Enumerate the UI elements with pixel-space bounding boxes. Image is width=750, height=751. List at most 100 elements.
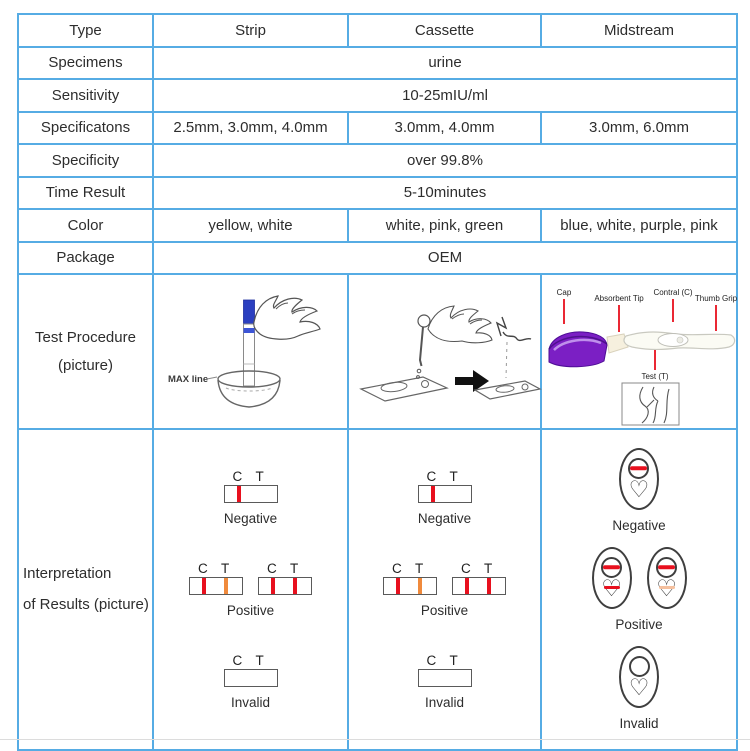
cassette-sketch [473, 380, 542, 400]
control-window [628, 655, 650, 677]
heart-outline-icon: ♡ [628, 476, 650, 503]
color-cassette: white, pink, green [347, 208, 542, 243]
urine-cup-body [217, 379, 281, 408]
col-header-cassette: Cassette [347, 13, 542, 48]
interpretation-label-line2: of Results (picture) [23, 595, 149, 613]
test-marker: T [449, 469, 458, 484]
result-caption: Negative [417, 511, 472, 526]
procedure-strip-cell: MAX line [152, 273, 349, 430]
table-row: Color yellow, white white, pink, green b… [17, 208, 738, 243]
row-specimens-value: urine [152, 45, 738, 80]
row-specimens-label: Specimens [17, 45, 154, 80]
control-line [396, 578, 400, 594]
control-marker: C [198, 561, 208, 576]
control-line [603, 565, 620, 569]
table-row: Package OEM [17, 240, 738, 275]
control-line [271, 578, 275, 594]
result-caption: Positive [226, 603, 275, 618]
table-row: Time Result 5-10minutes [17, 175, 738, 210]
test-line [418, 578, 422, 594]
cap-label: Cap [557, 288, 572, 297]
result-caption: Positive [420, 603, 469, 618]
test-marker: T [415, 561, 424, 576]
timer-scribble [495, 316, 508, 337]
test-strip [223, 669, 278, 687]
color-midstream: blue, white, purple, pink [540, 208, 738, 243]
hand-sketch [427, 305, 493, 344]
page-bottom-divider [0, 739, 750, 740]
cap-shading [548, 335, 608, 350]
cap-highlight [553, 338, 602, 351]
dropper-bulb [417, 314, 431, 328]
row-time-result-value: 5-10minutes [152, 175, 738, 210]
row-sensitivity-value: 10-25mIU/ml [152, 78, 738, 113]
row-specificity-label: Specificity [17, 143, 154, 178]
test-strip [223, 485, 278, 503]
test-strip [417, 669, 472, 687]
test-marker: T [449, 653, 458, 668]
urine-drop [416, 368, 422, 374]
control-marker: C [232, 653, 243, 668]
procedure-cassette-cell [347, 273, 542, 430]
test-marker: T [221, 561, 230, 576]
absorbent-tip-label: Absorbent Tip [594, 294, 644, 303]
usage-sketch [639, 386, 649, 424]
midstream-window-oval: ♡ [591, 547, 632, 609]
control-marker: C [426, 653, 437, 668]
strip-handle [243, 299, 255, 325]
dropper-tube [418, 326, 424, 367]
row-color-label: Color [17, 208, 154, 243]
test-marker: T [484, 561, 493, 576]
result-caption: Invalid [424, 695, 465, 710]
absorbent-tip [606, 333, 629, 354]
test-line [293, 578, 297, 594]
row-sensitivity-label: Sensitivity [17, 78, 154, 113]
strip-max-band [243, 328, 255, 333]
control-window [656, 556, 677, 578]
usage-sketch [652, 386, 659, 402]
cassette-well [380, 381, 408, 393]
midstream-result-negative: ♡ Negative [612, 448, 666, 533]
procedure-label-line1: Test Procedure [35, 328, 136, 346]
row-type-label: Type [17, 13, 154, 48]
window-detail [676, 336, 684, 344]
usage-sketch [646, 399, 655, 408]
table-row: Specimens urine [17, 45, 738, 80]
control-line [465, 578, 469, 594]
midstream-result-invalid: ♡ Invalid [619, 646, 659, 731]
midstream-window-oval: ♡ [646, 547, 687, 609]
specifications-strip: 2.5mm, 3.0mm, 4.0mm [152, 110, 349, 145]
row-package-label: Package [17, 240, 154, 275]
row-specifications-label: Specificatons [17, 110, 154, 145]
control-marker: C [232, 469, 243, 484]
specifications-midstream: 3.0mm, 6.0mm [540, 110, 738, 145]
max-line-pointer [206, 376, 218, 380]
test-line [224, 578, 228, 594]
control-line [658, 565, 675, 569]
control-window [601, 556, 622, 578]
row-package-value: OEM [152, 240, 738, 275]
result-caption: Positive [615, 617, 663, 632]
col-header-midstream: Midstream [540, 13, 738, 48]
row-interpretation-label: Interpretation of Results (picture) [17, 428, 154, 751]
urine-drop [416, 375, 420, 379]
row-time-result-label: Time Result [17, 175, 154, 210]
usage-sketch [652, 400, 659, 424]
control-label: Contral (C) [653, 288, 692, 297]
table-row: Test Procedure (picture) MAX line [17, 273, 738, 430]
interpretation-label-line1: Interpretation [23, 564, 112, 582]
result-caption: Negative [223, 511, 278, 526]
midstream-window-oval: ♡ [618, 448, 659, 510]
table-row: Sensitivity 10-25mIU/ml [17, 78, 738, 113]
finger-lines [451, 313, 483, 325]
control-line [202, 578, 206, 594]
cassette-window [421, 380, 429, 388]
arrow-right-icon [455, 370, 489, 392]
specifications-cassette: 3.0mm, 4.0mm [347, 110, 542, 145]
